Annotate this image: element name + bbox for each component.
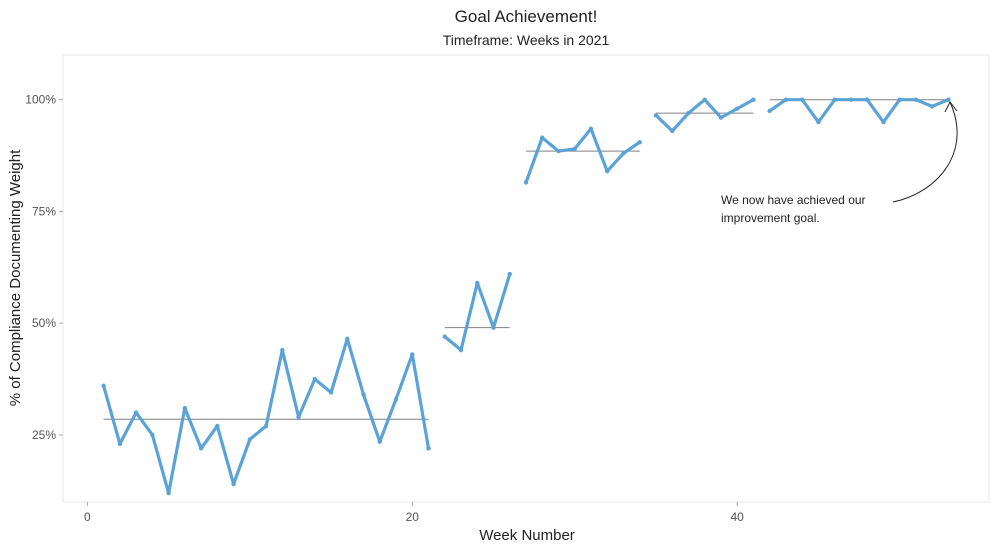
data-point <box>572 146 577 152</box>
data-point <box>783 97 789 102</box>
data-point <box>231 481 236 487</box>
data-point <box>946 97 951 102</box>
data-point <box>686 110 691 116</box>
data-point <box>296 414 301 420</box>
y-tick-label: 100% <box>25 93 56 107</box>
data-point <box>605 169 610 174</box>
data-point <box>718 115 724 120</box>
y-tick-label: 50% <box>32 316 56 330</box>
chart-subtitle: Timeframe: Weeks in 2021 <box>443 32 610 48</box>
data-point <box>215 423 220 429</box>
data-point <box>458 347 464 353</box>
data-point <box>929 104 935 109</box>
data-point <box>312 376 318 382</box>
data-point <box>799 97 805 102</box>
x-tick-label: 20 <box>406 510 420 524</box>
data-point <box>734 106 740 111</box>
data-point <box>280 347 285 353</box>
x-axis-title: Week Number <box>479 527 575 544</box>
data-point <box>361 392 366 397</box>
data-point <box>328 390 334 395</box>
data-point <box>475 280 480 286</box>
data-point <box>247 437 253 442</box>
data-point <box>540 135 545 140</box>
data-point <box>588 126 594 131</box>
series-line <box>443 272 512 352</box>
data-point <box>377 439 382 444</box>
x-axis: 0 20 40 <box>84 502 744 524</box>
y-tick-label: 25% <box>32 428 56 442</box>
y-tick-label: 75% <box>32 204 56 218</box>
data-point <box>263 423 269 429</box>
data-series <box>101 97 951 496</box>
data-point <box>556 148 561 154</box>
data-point <box>198 446 204 451</box>
y-axis-title: % of Compliance Documenting Weight <box>7 149 24 406</box>
data-point <box>881 119 886 125</box>
annotation-arrow <box>892 101 958 203</box>
annotation-arrowhead <box>944 101 958 113</box>
chart-title: Goal Achievement! <box>455 7 598 26</box>
data-point <box>670 128 675 134</box>
series-line <box>101 337 431 495</box>
data-point <box>410 352 415 357</box>
data-point <box>491 325 496 330</box>
data-point <box>897 97 902 102</box>
data-point <box>442 334 447 339</box>
y-axis: 25% 50% 75% 100% <box>25 93 63 442</box>
annotation-line-1: We now have achieved our <box>721 193 866 207</box>
data-point <box>913 97 919 102</box>
data-point <box>637 139 642 145</box>
data-point <box>848 97 854 102</box>
data-point <box>767 108 772 114</box>
data-point <box>702 97 707 102</box>
data-point <box>393 396 399 402</box>
data-point <box>182 405 188 411</box>
series-line <box>524 127 642 184</box>
series-line <box>654 98 756 133</box>
data-point <box>117 441 123 447</box>
data-point <box>150 432 155 438</box>
data-point <box>133 410 139 415</box>
annotation: We now have achieved our improvement goa… <box>721 101 958 225</box>
median-lines <box>103 99 949 420</box>
data-point <box>166 490 171 496</box>
data-point <box>621 151 626 156</box>
data-point <box>653 113 659 118</box>
series-line <box>768 98 951 124</box>
annotation-line-2: improvement goal. <box>721 211 820 225</box>
data-point <box>816 119 821 125</box>
data-point <box>864 97 870 102</box>
data-point <box>345 336 350 342</box>
data-point <box>751 97 756 102</box>
data-point <box>523 180 529 185</box>
data-point <box>426 446 431 451</box>
plot-panel <box>62 54 990 503</box>
x-tick-label: 0 <box>84 510 91 524</box>
x-tick-label: 40 <box>731 510 745 524</box>
data-point <box>832 97 837 102</box>
data-point <box>507 271 512 277</box>
data-point <box>101 383 106 388</box>
